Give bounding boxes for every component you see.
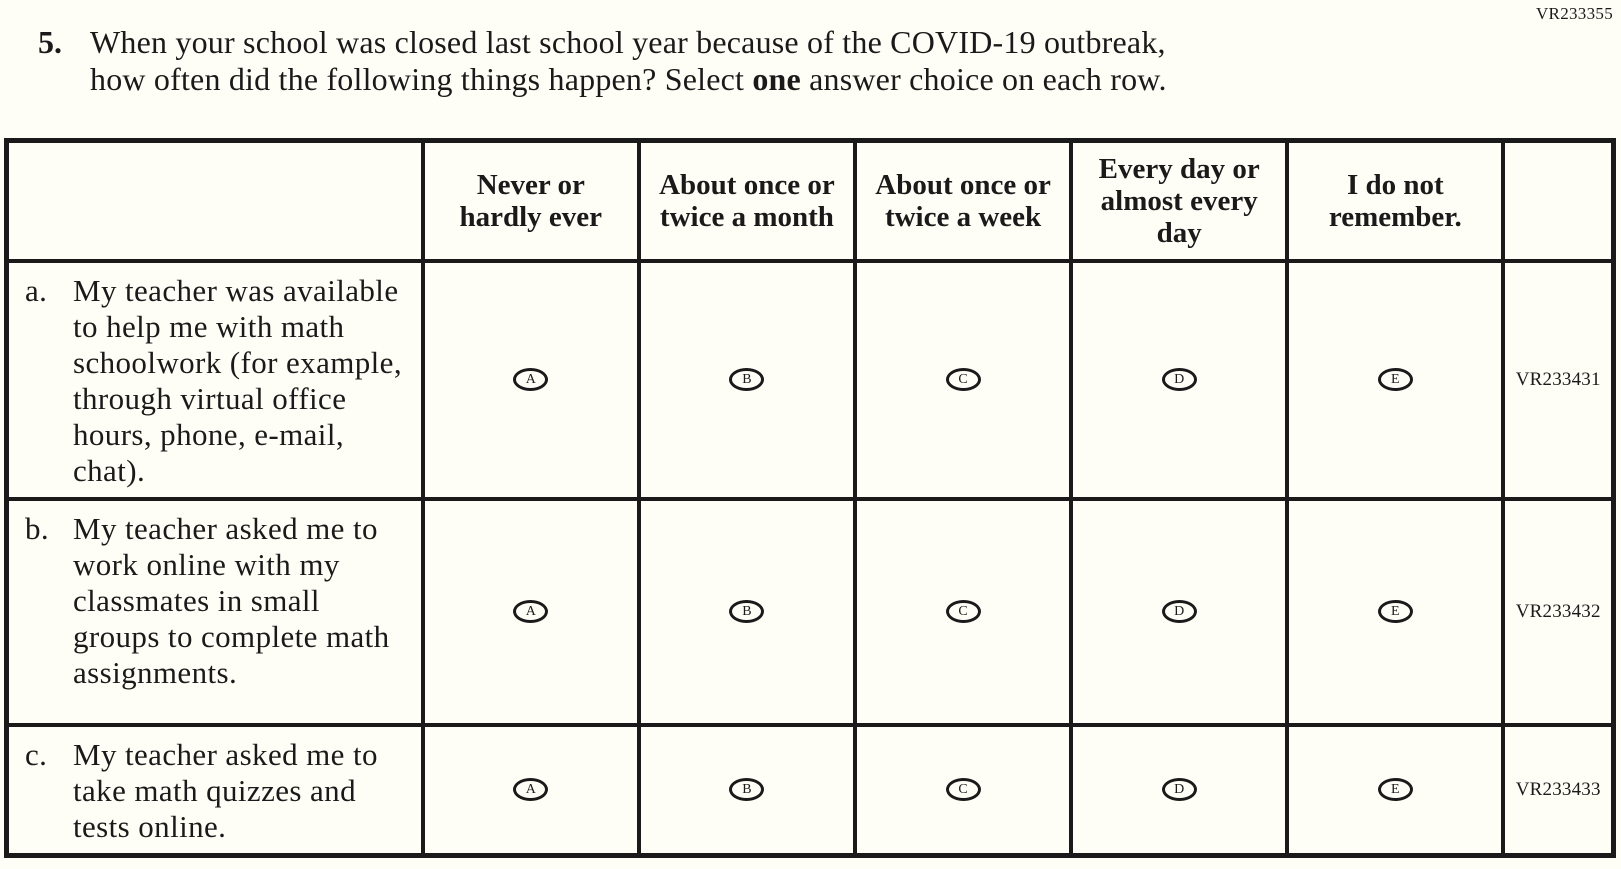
header-once-twice-week: About once or twice a week (852, 138, 1074, 263)
row-c-choice-cell-b[interactable]: B (636, 722, 857, 857)
table-row-a: a. My teacher was available to help me w… (4, 258, 1616, 501)
row-c-choice-cell-c[interactable]: C (852, 722, 1074, 857)
row-b-text: My teacher asked me to work online with … (73, 510, 390, 690)
row-c-text: My teacher asked me to take math quizzes… (73, 736, 378, 844)
row-b-bubble-b[interactable]: B (729, 600, 765, 623)
row-b-bubble-e[interactable]: E (1377, 600, 1413, 623)
header-once-twice-month: About once or twice a month (636, 138, 857, 263)
row-a-bubble-c[interactable]: C (945, 368, 981, 391)
page-code: VR233355 (1535, 4, 1613, 23)
row-b-choice-cell-c[interactable]: C (852, 496, 1074, 727)
row-a-choice-cell-b[interactable]: B (636, 258, 857, 501)
row-a-bubble-e[interactable]: E (1377, 368, 1413, 391)
question-text: When your school was closed last school … (90, 24, 1167, 98)
row-c-letter: c. (25, 736, 48, 772)
row-a-bubble-d[interactable]: D (1161, 368, 1197, 391)
header-do-not-remember: I do not remember. (1285, 138, 1506, 263)
header-code-blank (1501, 138, 1616, 263)
row-b-choice-cell-a[interactable]: A (420, 496, 641, 727)
row-c-bubble-d[interactable]: D (1161, 778, 1197, 801)
response-grid: Never or hardly ever About once or twice… (4, 138, 1616, 858)
header-stem-blank (4, 138, 425, 263)
question-bold-word: one (752, 61, 801, 97)
row-a-text: My teacher was available to help me with… (73, 272, 402, 488)
row-a-letter: a. (25, 272, 48, 308)
row-a-stem: a. My teacher was available to help me w… (4, 258, 425, 501)
header-every-day: Every day or almost every day (1069, 138, 1290, 263)
row-c-choice-cell-e[interactable]: E (1285, 722, 1506, 857)
row-c-bubble-b[interactable]: B (729, 778, 765, 801)
row-a-choice-cell-a[interactable]: A (420, 258, 641, 501)
table-row-c: c. My teacher asked me to take math quiz… (4, 722, 1616, 857)
row-a-choice-cell-d[interactable]: D (1069, 258, 1290, 501)
header-row: Never or hardly ever About once or twice… (4, 138, 1616, 263)
row-c-bubble-c[interactable]: C (945, 778, 981, 801)
row-c-bubble-a[interactable]: A (513, 778, 549, 801)
question-line-2: how often did the following things happe… (90, 61, 1167, 97)
row-c-bubble-e[interactable]: E (1377, 778, 1413, 801)
row-c-code: VR233433 (1501, 722, 1616, 857)
row-b-letter: b. (25, 510, 50, 546)
row-a-bubble-b[interactable]: B (729, 368, 765, 391)
row-b-bubble-a[interactable]: A (513, 600, 549, 623)
row-a-choice-cell-e[interactable]: E (1285, 258, 1506, 501)
row-b-choice-cell-d[interactable]: D (1069, 496, 1290, 727)
row-a-choice-cell-c[interactable]: C (852, 258, 1074, 501)
header-never-or-hardly-ever: Never or hardly ever (420, 138, 641, 263)
question-number: 5. (38, 24, 62, 60)
row-c-choice-cell-d[interactable]: D (1069, 722, 1290, 857)
row-b-bubble-d[interactable]: D (1161, 600, 1197, 623)
row-a-bubble-a[interactable]: A (513, 368, 549, 391)
row-c-stem: c. My teacher asked me to take math quiz… (4, 722, 425, 857)
table-row-b: b. My teacher asked me to work online wi… (4, 496, 1616, 727)
question-block: 5. When your school was closed last scho… (0, 0, 1621, 98)
row-b-choice-cell-e[interactable]: E (1285, 496, 1506, 727)
row-b-choice-cell-b[interactable]: B (636, 496, 857, 727)
row-b-code: VR233432 (1501, 496, 1616, 727)
row-b-stem: b. My teacher asked me to work online wi… (4, 496, 425, 727)
row-a-code: VR233431 (1501, 258, 1616, 501)
row-c-choice-cell-a[interactable]: A (420, 722, 641, 857)
row-b-bubble-c[interactable]: C (945, 600, 981, 623)
question-line-1: When your school was closed last school … (90, 24, 1166, 60)
